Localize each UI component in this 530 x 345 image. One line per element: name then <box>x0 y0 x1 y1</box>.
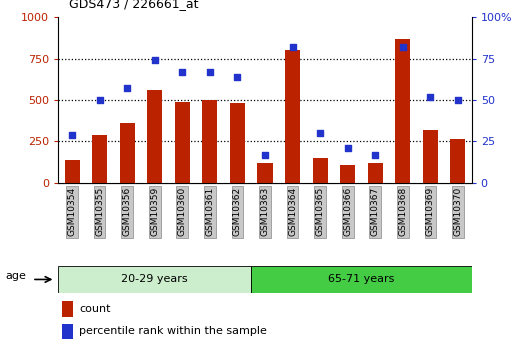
Text: GSM10360: GSM10360 <box>178 187 187 236</box>
Point <box>68 132 76 138</box>
Point <box>233 74 242 80</box>
Point <box>371 152 379 157</box>
Text: GSM10369: GSM10369 <box>426 187 435 236</box>
Bar <box>368 163 383 183</box>
Bar <box>313 158 328 183</box>
Bar <box>230 104 245 183</box>
Point <box>343 145 352 151</box>
Bar <box>395 39 410 183</box>
Text: GSM10368: GSM10368 <box>399 187 407 236</box>
Bar <box>63 301 73 317</box>
Point <box>206 69 214 75</box>
Text: GSM10363: GSM10363 <box>261 187 269 236</box>
Text: GSM10367: GSM10367 <box>371 187 379 236</box>
Text: GSM10361: GSM10361 <box>206 187 214 236</box>
Text: age: age <box>5 271 26 281</box>
Text: GSM10365: GSM10365 <box>316 187 324 236</box>
Point <box>316 130 324 136</box>
Point <box>426 94 435 99</box>
Text: GDS473 / 226661_at: GDS473 / 226661_at <box>69 0 198 10</box>
Bar <box>63 324 73 339</box>
Bar <box>147 90 162 183</box>
Bar <box>258 163 272 183</box>
Text: GSM10370: GSM10370 <box>454 187 462 236</box>
Point <box>178 69 187 75</box>
Text: 20-29 years: 20-29 years <box>121 275 188 284</box>
Point <box>151 58 159 63</box>
Point <box>123 86 131 91</box>
Bar <box>251 266 472 293</box>
Text: GSM10354: GSM10354 <box>68 187 76 236</box>
Point <box>288 44 297 50</box>
Bar <box>340 165 355 183</box>
Text: GSM10359: GSM10359 <box>151 187 159 236</box>
Point <box>454 97 462 103</box>
Text: GSM10362: GSM10362 <box>233 187 242 236</box>
Text: percentile rank within the sample: percentile rank within the sample <box>79 326 267 336</box>
Text: GSM10356: GSM10356 <box>123 187 131 236</box>
Bar <box>202 100 217 183</box>
Bar <box>175 102 190 183</box>
Bar <box>450 139 465 183</box>
Point <box>261 152 269 157</box>
Text: GSM10364: GSM10364 <box>288 187 297 236</box>
Bar <box>58 266 251 293</box>
Bar <box>92 135 107 183</box>
Bar <box>423 130 438 183</box>
Point <box>399 44 407 50</box>
Text: GSM10366: GSM10366 <box>343 187 352 236</box>
Bar <box>285 50 300 183</box>
Bar <box>65 160 80 183</box>
Text: GSM10355: GSM10355 <box>95 187 104 236</box>
Text: count: count <box>79 304 110 314</box>
Bar <box>120 123 135 183</box>
Text: 65-71 years: 65-71 years <box>328 275 395 284</box>
Point <box>95 97 104 103</box>
